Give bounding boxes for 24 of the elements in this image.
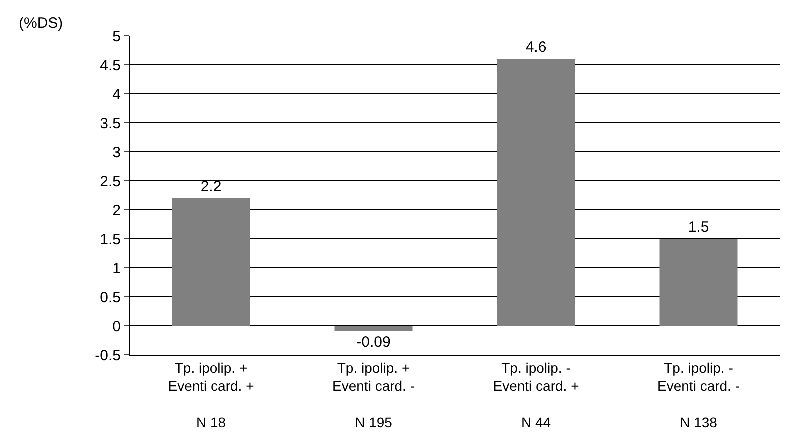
category-label: Tp. ipolip. - Eventi card. + N 44 [493,360,580,430]
bar [497,59,576,326]
y-tick-label: 1.5 [100,231,121,248]
y-tick-label: 0 [112,318,121,336]
y-axis-title: (%DS) [19,15,64,32]
y-tick-label: 4.5 [100,57,121,74]
data-label: -0.09 [356,334,391,352]
y-tick-label: 5 [112,28,121,46]
y-tick-label: 2.5 [100,173,121,190]
bar [334,326,413,332]
y-tick-label: 2 [112,202,121,220]
category-label: Tp. ipolip. - Eventi card. - N 138 [658,360,740,430]
bar [660,239,738,326]
y-tick-label: 0.5 [100,289,121,306]
y-tick-label: -0.5 [95,347,121,364]
y-tick-label: 4 [112,86,121,104]
data-label: 4.6 [526,39,547,56]
y-tick-label: 1 [112,260,121,278]
bar [172,198,250,326]
y-tick-label: 3.5 [100,115,121,132]
category-label: Tp. ipolip. + Eventi card. + N 18 [168,360,254,430]
data-label: 1.5 [688,219,710,236]
category-label: Tp. ipolip. + Eventi card. - N 195 [332,360,415,430]
y-tick-label: 3 [112,144,121,162]
